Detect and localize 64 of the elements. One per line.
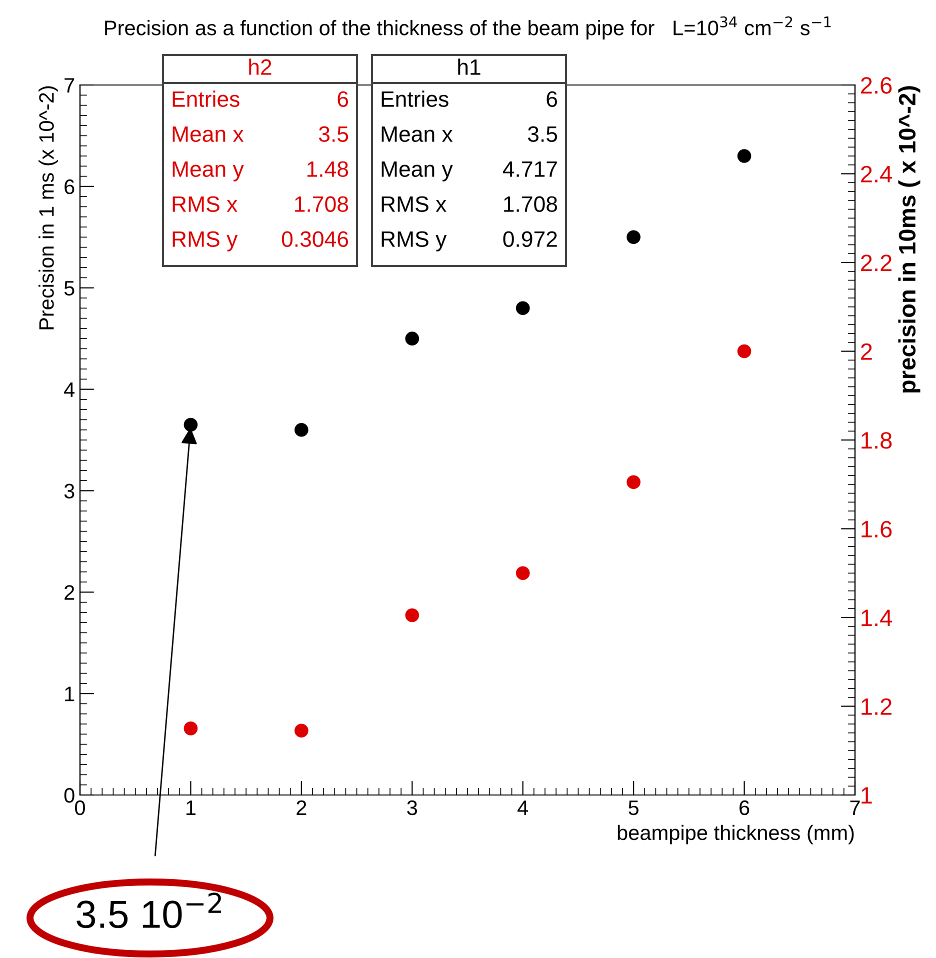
x-tick-label: 7 xyxy=(850,800,860,815)
x-tick-label: 5 xyxy=(628,800,638,816)
x-axis-title: beampipe thickness (mm) xyxy=(618,824,854,844)
annotation: 6 xyxy=(338,91,348,107)
y-tick-label: 4 xyxy=(64,382,75,397)
x-tick-label: 0 xyxy=(75,800,85,816)
y2-tick-label: 2.4 xyxy=(861,166,892,182)
y2-tick-label: 2.2 xyxy=(861,254,892,272)
x-tick-label: 4 xyxy=(518,800,528,815)
y-tick-label: 5 xyxy=(64,281,74,296)
annotation: Entries xyxy=(172,90,240,107)
y-tick-label: 6 xyxy=(64,179,74,194)
y2-tick-label: 1.6 xyxy=(862,520,892,538)
y-tick-label: 3 xyxy=(64,484,74,498)
x-tick-label: 1 xyxy=(186,800,196,815)
annotation: 1.708 xyxy=(504,196,558,212)
annotation: 3.5 xyxy=(318,126,348,142)
y2-tick-label: 2.6 xyxy=(861,77,892,94)
annotation: 4.717 xyxy=(502,161,557,177)
y-tick-label: 0 xyxy=(64,788,74,803)
annotation: 1.708 xyxy=(295,196,348,212)
point xyxy=(294,724,308,738)
annotation: 3.5 xyxy=(528,126,558,142)
point xyxy=(516,301,530,316)
point xyxy=(516,566,530,580)
annotation: Mean x xyxy=(382,126,453,142)
chart-title: Precision as a function of the thickness of the beam pipe for L=10$^{34}$ cm$^{−2}$ s$^{−1}$ xyxy=(105,16,831,40)
annotation: 6 xyxy=(546,91,558,107)
annotation: RMS x xyxy=(382,196,446,212)
point xyxy=(405,608,420,622)
annotation: Entries xyxy=(382,90,448,107)
annotation: RMS x xyxy=(172,196,238,212)
annotation: 1.48 xyxy=(307,161,348,177)
text: h2 xyxy=(249,58,272,75)
point xyxy=(184,418,198,432)
point xyxy=(626,475,640,490)
y2-axis-title: precision in 10ms ( x 10^-2) xyxy=(898,86,920,392)
y-tick-label: 1 xyxy=(65,686,74,702)
point xyxy=(184,722,198,736)
annotation: Mean y xyxy=(172,161,244,182)
annotation: Mean y xyxy=(382,161,453,182)
annotation: RMS y xyxy=(172,231,238,252)
y-tick-label: 2 xyxy=(64,585,74,600)
x-tick-label: 3 xyxy=(407,800,418,816)
annotation: RMS y xyxy=(382,231,447,252)
y-tick-label: 7 xyxy=(64,78,74,93)
annotation: 0.3046 xyxy=(282,231,348,247)
annotation: Mean x xyxy=(172,126,244,142)
point xyxy=(737,344,752,358)
point xyxy=(626,230,640,244)
point xyxy=(294,422,308,437)
y2-tick-label: 2 xyxy=(861,343,872,360)
annotation: 3.5 10$^{−2}$ xyxy=(76,892,222,928)
y2-tick-label: 1.2 xyxy=(862,698,892,715)
y-axis-title: Precision in 1 ms (x 10^-2) xyxy=(38,86,58,330)
x-tick-label: 6 xyxy=(740,800,750,816)
point xyxy=(737,149,752,163)
point xyxy=(405,332,420,346)
y2-tick-label: 1 xyxy=(862,787,872,804)
text: h1 xyxy=(458,58,480,75)
annotation: 0.972 xyxy=(503,231,557,247)
x-tick-label: 2 xyxy=(296,800,306,815)
y2-tick-label: 1.8 xyxy=(862,432,892,449)
y2-tick-label: 1.4 xyxy=(862,610,892,626)
